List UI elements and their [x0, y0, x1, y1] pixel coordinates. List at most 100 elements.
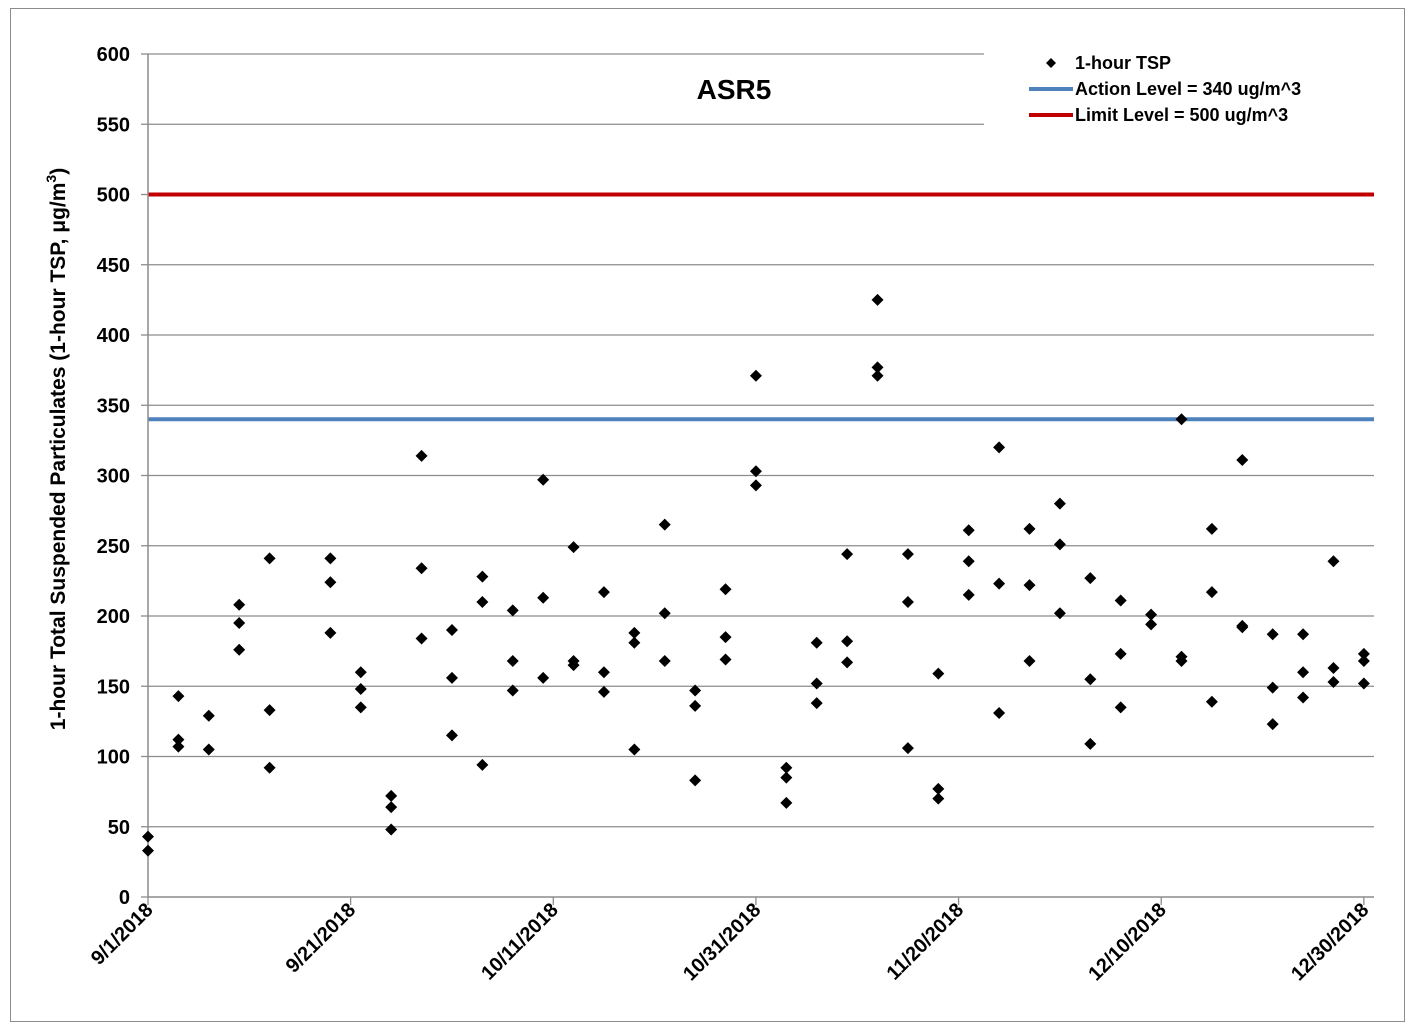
tsp-data-point [993, 441, 1006, 454]
tsp-data-point [506, 684, 519, 697]
tsp-data-point [689, 684, 702, 697]
tsp-data-point [871, 361, 884, 374]
tsp-data-point [1053, 607, 1066, 620]
tsp-data-point [1084, 673, 1097, 686]
tsp-data-point [1297, 666, 1310, 679]
chart-text: ASR5 0 50 100 150 200 250 300 350 400 450 500 550 60… [43, 44, 1373, 985]
y-tick-label: 200 [97, 606, 130, 628]
tsp-data-point [719, 631, 732, 644]
tsp-data-point [719, 653, 732, 666]
gridlines [148, 53, 1374, 828]
tsp-data-point [385, 801, 398, 814]
tsp-data-point [628, 636, 641, 649]
tsp-data-point [810, 636, 823, 649]
tsp-data-point [1297, 628, 1310, 641]
tsp-data-point [658, 607, 671, 620]
legend-label: Action Level = 340 ug/m^3 [1075, 79, 1301, 99]
tsp-data-point [597, 685, 610, 698]
tsp-data-point [233, 598, 246, 611]
y-axis-label-superscript: 3 [43, 175, 59, 183]
tsp-data-point [871, 369, 884, 382]
y-axis-label: 1-hour Total Suspended Particulates (1-h… [43, 168, 70, 730]
chart-svg: ASR5 0 50 100 150 200 250 300 350 400 450 500 550 60… [43, 44, 1374, 985]
chart-frame: ASR5 0 50 100 150 200 250 300 350 400 450 500 550 60… [10, 8, 1405, 1022]
tsp-data-point [1023, 579, 1036, 592]
tsp-data-point [780, 796, 793, 809]
tsp-data-point [932, 782, 945, 795]
tsp-data-point [1175, 413, 1188, 426]
tsp-data-point [233, 643, 246, 656]
tsp-data-point [962, 524, 975, 537]
y-tick-label: 100 [97, 747, 130, 769]
tsp-data-point [658, 654, 671, 667]
y-axis-label-main: 1-hour Total Suspended Particulates (1-h… [47, 183, 70, 731]
tsp-data-point [506, 604, 519, 617]
x-tick-label: 12/10/2018 [1084, 899, 1170, 985]
threshold-lines [148, 192, 1374, 422]
tsp-data-point [1114, 701, 1127, 714]
tsp-data-point [1266, 681, 1279, 694]
tsp-data-point [1023, 654, 1036, 667]
x-tick-label: 10/31/2018 [679, 899, 765, 985]
tsp-data-point [597, 586, 610, 599]
legend-label: 1-hour TSP [1075, 53, 1171, 73]
tsp-data-point [993, 706, 1006, 719]
y-tick-label: 150 [97, 676, 130, 698]
tsp-data-point [932, 667, 945, 680]
tsp-data-point [445, 729, 458, 742]
tsp-data-point [354, 666, 367, 679]
tsp-data-point [1114, 594, 1127, 607]
y-tick-label: 600 [97, 44, 130, 66]
axes [141, 53, 1374, 905]
data-points [142, 293, 1370, 857]
tsp-data-point [1175, 654, 1188, 667]
tsp-data-point [1327, 555, 1340, 568]
tsp-data-point [1357, 654, 1370, 667]
tsp-data-point [932, 792, 945, 805]
tsp-data-point [537, 591, 550, 604]
tsp-data-point [1053, 538, 1066, 551]
tsp-data-point [263, 552, 276, 565]
tsp-data-point [202, 743, 215, 756]
x-tick-label: 9/1/2018 [87, 899, 158, 970]
tsp-data-point [263, 704, 276, 717]
legend-label: Limit Level = 500 ug/m^3 [1075, 105, 1288, 125]
x-tick-label: 10/11/2018 [477, 899, 563, 985]
y-axis-label-close: ) [47, 168, 70, 175]
x-tick-label: 9/21/2018 [282, 899, 360, 977]
tsp-data-point [841, 548, 854, 561]
tsp-data-point [628, 743, 641, 756]
tsp-data-point [476, 595, 489, 608]
tsp-data-point [810, 697, 823, 710]
tsp-data-point [172, 740, 185, 753]
tsp-data-point [324, 552, 337, 565]
tsp-data-point [1357, 677, 1370, 690]
tsp-data-point [901, 595, 914, 608]
tsp-data-point [537, 671, 550, 684]
legend-marker-tsp [1046, 58, 1056, 68]
tsp-data-point [689, 699, 702, 712]
tsp-data-point [567, 659, 580, 672]
y-tick-label: 50 [108, 817, 130, 839]
tsp-data-point [415, 449, 428, 462]
tsp-data-point [689, 774, 702, 787]
tsp-data-point [993, 577, 1006, 590]
tsp-data-point [841, 656, 854, 669]
tsp-data-point [719, 583, 732, 596]
y-tick-label: 400 [97, 325, 130, 347]
tsp-data-point [476, 758, 489, 771]
tsp-data-point [780, 771, 793, 784]
x-tick-label: 12/30/2018 [1287, 899, 1373, 985]
tsp-data-point [1357, 647, 1370, 660]
tsp-data-point [354, 701, 367, 714]
tsp-data-point [1205, 586, 1218, 599]
chart-title: ASR5 [697, 74, 772, 105]
tsp-data-point [1205, 522, 1218, 535]
y-tick-label: 450 [97, 255, 130, 277]
tsp-data-point [1327, 676, 1340, 689]
y-tick-label: 350 [97, 395, 130, 417]
tsp-data-point [1053, 497, 1066, 510]
tsp-data-point [1145, 618, 1158, 631]
tsp-data-point [1266, 718, 1279, 731]
tsp-data-point [1023, 522, 1036, 535]
